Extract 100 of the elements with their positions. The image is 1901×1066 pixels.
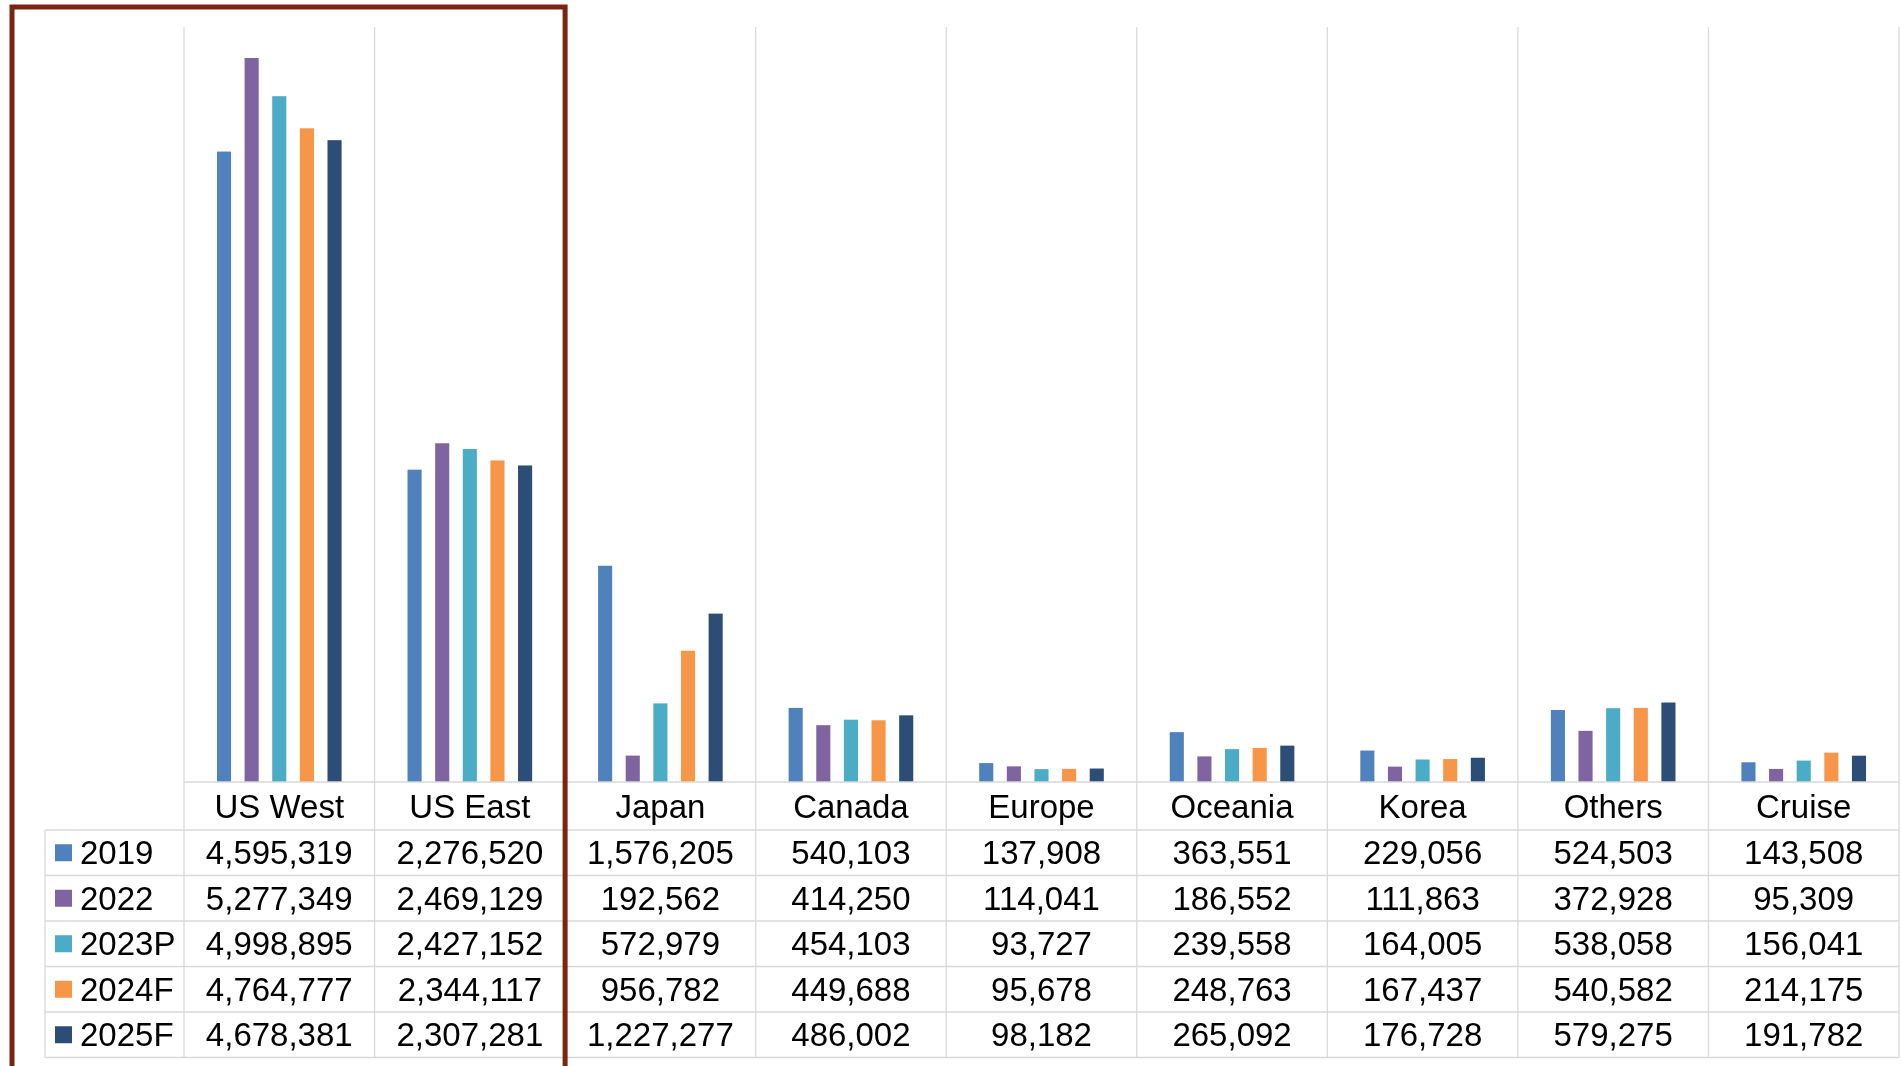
bar: [1169, 732, 1184, 782]
data-label: 4,764,777: [205, 970, 353, 1008]
data-label: 214,175: [1744, 970, 1864, 1008]
data-label: 579,275: [1553, 1016, 1673, 1054]
legend-label: 2024F: [80, 970, 174, 1008]
bar: [1769, 768, 1784, 782]
data-label: 414,250: [791, 879, 911, 917]
data-label: 95,309: [1753, 879, 1855, 917]
bar: [653, 703, 668, 782]
bar: [1661, 702, 1676, 782]
data-label: 114,041: [983, 879, 1100, 917]
bar: [680, 650, 696, 782]
data-label: 2,276,520: [396, 834, 544, 872]
data-label: 572,979: [600, 925, 721, 963]
data-label: 229,056: [1362, 834, 1483, 872]
bar: [1034, 769, 1049, 782]
legend-label: 2019: [80, 834, 154, 872]
bar: [1741, 762, 1756, 782]
data-label: 4,998,895: [205, 925, 353, 963]
data-label: 143,508: [1744, 834, 1864, 872]
bar: [1824, 752, 1839, 782]
x-tick-label: US East: [409, 787, 531, 825]
bar: [1851, 755, 1867, 782]
data-label: 98,182: [991, 1016, 1092, 1054]
data-label: 248,763: [1172, 970, 1292, 1008]
data-label: 540,582: [1553, 970, 1673, 1008]
bar: [216, 151, 232, 782]
bar: [1470, 757, 1485, 782]
bar: [1443, 759, 1458, 782]
x-tick-label: Japan: [615, 787, 706, 825]
data-label: 186,552: [1172, 879, 1292, 917]
bar: [1796, 760, 1811, 782]
data-label: 239,558: [1172, 925, 1292, 963]
data-label: 538,058: [1553, 925, 1673, 963]
bar: [598, 565, 613, 782]
data-label: 5,277,349: [205, 879, 353, 917]
x-tick-label: US West: [214, 787, 345, 825]
data-label: 93,727: [991, 925, 1092, 963]
x-tick-label: Others: [1563, 787, 1663, 825]
data-label: 192,562: [600, 879, 721, 917]
bar: [299, 128, 314, 782]
bar: [1360, 750, 1375, 782]
bar: [327, 140, 342, 782]
data-label: 176,728: [1362, 1016, 1483, 1054]
bar: [518, 465, 533, 782]
bar: [1280, 745, 1295, 782]
x-tick-label: Canada: [793, 787, 910, 825]
bar: [1062, 768, 1077, 782]
bar: [708, 613, 723, 782]
bar: [272, 96, 287, 782]
bar: [1606, 708, 1621, 782]
data-label: 372,928: [1553, 879, 1673, 917]
data-label: 137,908: [981, 834, 1102, 872]
legend-label: 2022: [80, 879, 154, 917]
data-label: 191,782: [1744, 1016, 1864, 1054]
bar: [1578, 730, 1593, 782]
bar: [462, 449, 477, 782]
bar: [1197, 756, 1212, 782]
data-label: 540,103: [791, 834, 911, 872]
bar: [816, 725, 831, 782]
bar: [435, 443, 450, 782]
bar: [788, 707, 803, 782]
data-label: 2,427,152: [396, 925, 544, 963]
data-label: 167,437: [1362, 970, 1483, 1008]
x-tick-label: Korea: [1378, 787, 1468, 825]
data-label: 265,092: [1172, 1016, 1292, 1054]
legend-label: 2023P: [80, 925, 176, 963]
bar: [625, 755, 640, 782]
data-label: 486,002: [791, 1016, 911, 1054]
bar: [244, 58, 259, 782]
data-label: 4,595,319: [205, 834, 353, 872]
data-label: 2,307,281: [396, 1016, 544, 1054]
data-label: 1,576,205: [586, 834, 734, 872]
bar: [407, 469, 422, 782]
data-label: 156,041: [1744, 925, 1864, 963]
data-label: 4,678,381: [205, 1016, 353, 1054]
bar: [899, 715, 914, 782]
bar: [1550, 710, 1565, 782]
data-label: 449,688: [791, 970, 911, 1008]
data-label: 956,782: [600, 970, 721, 1008]
data-label: 2,344,117: [397, 970, 543, 1008]
bar: [979, 763, 994, 782]
bar: [871, 720, 886, 782]
bar: [490, 460, 505, 782]
data-label: 111,863: [1365, 879, 1480, 917]
bar: [1225, 749, 1240, 782]
bar: [1006, 766, 1021, 782]
bar: [843, 719, 858, 782]
x-tick-label: Cruise: [1756, 787, 1852, 825]
data-label: 164,005: [1362, 925, 1483, 963]
data-label: 524,503: [1553, 834, 1673, 872]
x-tick-label: Oceania: [1170, 787, 1295, 825]
bar: [1387, 766, 1403, 782]
data-label: 363,551: [1172, 834, 1292, 872]
data-label: 1,227,277: [586, 1016, 734, 1054]
data-label: 95,678: [991, 970, 1092, 1008]
bar: [1252, 747, 1267, 782]
bar: [1633, 707, 1648, 782]
bar: [1415, 759, 1430, 782]
x-tick-label: Europe: [988, 787, 1095, 825]
